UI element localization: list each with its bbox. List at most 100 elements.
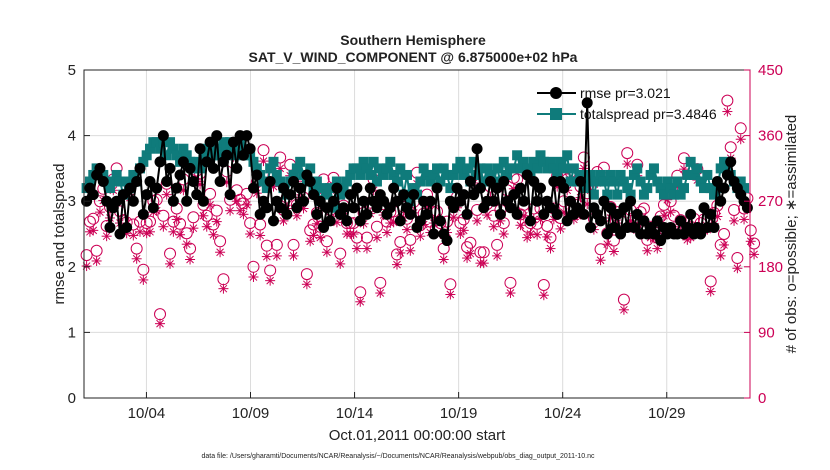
rmse-point bbox=[181, 195, 193, 207]
spread-point bbox=[635, 176, 646, 187]
obs-assimilated-point bbox=[498, 229, 509, 239]
spread-point bbox=[502, 169, 513, 180]
spread-point bbox=[128, 169, 139, 180]
obs-assimilated-point bbox=[171, 214, 182, 225]
obs-assimilated-point bbox=[321, 247, 332, 258]
rmse-point bbox=[197, 195, 209, 207]
spread-point bbox=[405, 196, 416, 207]
spread-point bbox=[338, 183, 349, 194]
obs-assimilated-point bbox=[175, 229, 186, 240]
spread-point bbox=[275, 176, 286, 187]
spread-point bbox=[565, 176, 576, 187]
rmse-point bbox=[534, 182, 546, 194]
spread-point bbox=[368, 156, 379, 167]
x-axis-label: Oct.01,2011 00:00:00 start bbox=[329, 427, 506, 444]
obs-assimilated-point bbox=[448, 212, 459, 223]
spread-point bbox=[695, 176, 706, 187]
y-tick-label: 5 bbox=[68, 62, 76, 79]
obs-assimilated-point bbox=[288, 250, 299, 261]
spread-point bbox=[201, 143, 212, 154]
rmse-point bbox=[358, 195, 370, 207]
spread-point bbox=[455, 156, 466, 167]
spread-point bbox=[178, 143, 189, 154]
spread-point bbox=[391, 176, 402, 187]
obs-assimilated-point bbox=[185, 254, 196, 265]
rmse-point bbox=[331, 182, 343, 194]
spread-point bbox=[492, 163, 503, 174]
spread-point bbox=[622, 183, 633, 194]
obs-assimilated-point bbox=[745, 236, 756, 247]
rmse-point bbox=[211, 130, 223, 142]
rmse-point bbox=[171, 182, 183, 194]
rmse-point bbox=[284, 189, 296, 201]
obs-possible-point bbox=[174, 217, 187, 230]
spread-point bbox=[181, 150, 192, 161]
rmse-point bbox=[364, 182, 376, 194]
obs-assimilated-point bbox=[215, 247, 226, 258]
spread-point bbox=[351, 163, 362, 174]
spread-point bbox=[692, 163, 703, 174]
rmse-point bbox=[147, 202, 159, 214]
rmse-point bbox=[247, 182, 259, 194]
spread-point bbox=[271, 169, 282, 180]
spread-point bbox=[195, 163, 206, 174]
rmse-point bbox=[408, 189, 420, 201]
obs-assimilated-point bbox=[315, 232, 326, 243]
rmse-point bbox=[464, 176, 476, 188]
obs-assimilated-point bbox=[739, 214, 750, 225]
obs-possible-point bbox=[260, 239, 273, 252]
obs-assimilated-point bbox=[478, 258, 489, 269]
obs-assimilated-point bbox=[145, 226, 156, 237]
rmse-point bbox=[518, 195, 530, 207]
y-tick-label: 1 bbox=[68, 324, 76, 341]
spread-point bbox=[682, 169, 693, 180]
rmse-point bbox=[421, 208, 433, 220]
rmse-point bbox=[441, 235, 453, 247]
legend-rmse-label: rmse pr=3.021 bbox=[580, 85, 671, 101]
spread-point bbox=[361, 163, 372, 174]
rmse-point bbox=[585, 221, 597, 233]
spread-point bbox=[84, 176, 95, 187]
spread-point bbox=[268, 156, 279, 167]
rmse-point bbox=[494, 208, 506, 220]
obs-assimilated-point bbox=[515, 220, 526, 231]
obs-assimilated-point bbox=[305, 236, 316, 247]
spread-point bbox=[375, 163, 386, 174]
obs-possible-point bbox=[464, 236, 477, 249]
spread-point bbox=[265, 163, 276, 174]
spread-point bbox=[588, 189, 599, 200]
spread-point bbox=[608, 176, 619, 187]
spread-point bbox=[632, 163, 643, 174]
chart-title: Southern Hemisphere bbox=[340, 32, 486, 48]
obs-assimilated-point bbox=[722, 106, 733, 117]
obs-assimilated-point bbox=[211, 216, 222, 227]
obs-assimilated-point bbox=[438, 254, 449, 265]
obs-assimilated-point bbox=[608, 246, 619, 257]
obs-assimilated-point bbox=[88, 225, 99, 236]
obs-possible-point bbox=[257, 144, 270, 157]
obs-assimilated-point bbox=[245, 229, 256, 239]
obs-possible-point bbox=[474, 246, 487, 259]
spread-point bbox=[108, 176, 119, 187]
spread-point bbox=[198, 150, 209, 161]
spread-point bbox=[171, 150, 182, 161]
spread-point bbox=[221, 143, 232, 154]
y-right-tick-label: 360 bbox=[758, 128, 783, 145]
rmse-point bbox=[581, 97, 593, 109]
spread-point bbox=[208, 150, 219, 161]
spread-point bbox=[545, 156, 556, 167]
rmse-point bbox=[341, 215, 353, 227]
rmse-point bbox=[161, 176, 173, 188]
obs-assimilated-point bbox=[155, 318, 166, 329]
y-tick-label: 3 bbox=[68, 193, 76, 210]
spread-point bbox=[575, 169, 586, 180]
spread-point bbox=[151, 137, 162, 148]
obs-assimilated-point bbox=[458, 225, 469, 236]
x-tick-label: 10/24 bbox=[544, 405, 582, 422]
obs-assimilated-point bbox=[355, 296, 366, 307]
obs-possible-point bbox=[287, 238, 300, 251]
obs-assimilated-point bbox=[255, 230, 266, 241]
spread-point bbox=[191, 156, 202, 167]
y-tick-label: 4 bbox=[68, 128, 76, 145]
obs-assimilated-point bbox=[555, 223, 566, 234]
